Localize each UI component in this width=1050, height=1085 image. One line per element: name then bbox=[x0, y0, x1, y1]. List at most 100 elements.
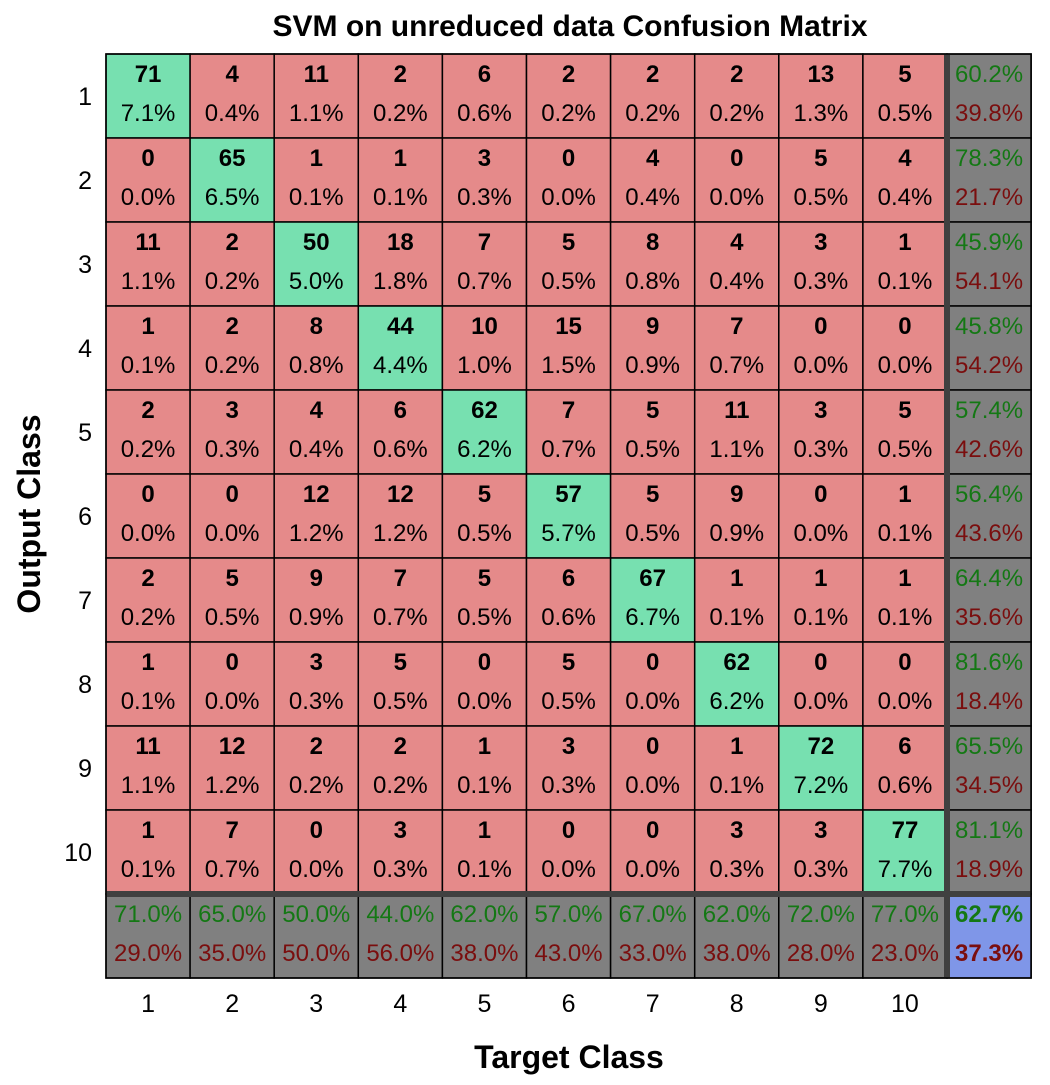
off-diagonal-cell bbox=[609, 305, 696, 391]
row-correct-percent: 78.3% bbox=[955, 145, 1023, 172]
x-tick-label: 5 bbox=[477, 990, 491, 1018]
col-correct-percent: 77.0% bbox=[871, 901, 939, 928]
cell-count: 8 bbox=[646, 229, 659, 256]
cell-count: 2 bbox=[141, 397, 154, 424]
cell-count: 4 bbox=[730, 229, 744, 256]
cell-count: 1 bbox=[898, 565, 911, 592]
cell-percent: 0.2% bbox=[373, 100, 428, 127]
row-wrong-percent: 18.4% bbox=[955, 688, 1023, 715]
off-diagonal-cell bbox=[525, 137, 612, 223]
off-diagonal-cell bbox=[273, 473, 360, 559]
cell-count: 0 bbox=[562, 817, 575, 844]
cell-count: 11 bbox=[724, 397, 749, 424]
cell-count: 7 bbox=[562, 397, 575, 424]
col-correct-percent: 65.0% bbox=[198, 901, 266, 928]
cell-count: 0 bbox=[310, 817, 323, 844]
cell-count: 0 bbox=[141, 481, 154, 508]
y-tick-label: 10 bbox=[64, 839, 92, 867]
cell-percent: 0.2% bbox=[373, 772, 428, 799]
col-summary-cell bbox=[525, 893, 612, 979]
cell-count: 0 bbox=[225, 649, 238, 676]
off-diagonal-cell bbox=[357, 809, 444, 895]
cell-count: 15 bbox=[555, 313, 582, 340]
total-correct-percent: 62.7% bbox=[955, 901, 1023, 928]
off-diagonal-cell bbox=[105, 557, 191, 643]
cell-percent: 0.1% bbox=[878, 520, 933, 547]
cell-count: 1 bbox=[730, 733, 743, 760]
cell-count: 3 bbox=[562, 733, 575, 760]
off-diagonal-cell bbox=[441, 641, 528, 727]
cell-percent: 1.0% bbox=[457, 352, 512, 379]
off-diagonal-cell bbox=[441, 221, 528, 307]
cell-count: 2 bbox=[225, 229, 238, 256]
off-diagonal-cell bbox=[778, 641, 864, 727]
cell-percent: 0.0% bbox=[878, 352, 933, 379]
cell-percent: 0.5% bbox=[457, 520, 512, 547]
cell-percent: 0.4% bbox=[289, 436, 344, 463]
cell-percent: 0.0% bbox=[625, 856, 680, 883]
cell-percent: 0.5% bbox=[878, 436, 933, 463]
cell-count: 0 bbox=[646, 817, 659, 844]
cell-percent: 1.1% bbox=[121, 772, 176, 799]
cell-count: 10 bbox=[471, 313, 498, 340]
diagonal-cell bbox=[189, 137, 275, 223]
off-diagonal-cell bbox=[189, 725, 275, 811]
cell-count: 6 bbox=[898, 733, 911, 760]
cell-count: 2 bbox=[646, 61, 659, 88]
cell-percent: 0.2% bbox=[709, 100, 764, 127]
cell-percent: 0.2% bbox=[205, 268, 260, 295]
col-wrong-percent: 56.0% bbox=[366, 940, 434, 967]
cell-percent: 0.1% bbox=[121, 856, 176, 883]
x-tick-label: 10 bbox=[891, 990, 919, 1018]
row-wrong-percent: 39.8% bbox=[955, 100, 1023, 127]
cell-percent: 0.5% bbox=[457, 604, 512, 631]
off-diagonal-cell bbox=[609, 389, 696, 475]
cell-percent: 0.3% bbox=[205, 436, 260, 463]
cell-count: 9 bbox=[646, 313, 659, 340]
cell-count: 1 bbox=[394, 145, 407, 172]
off-diagonal-cell bbox=[609, 641, 696, 727]
cell-percent: 0.9% bbox=[625, 352, 680, 379]
cell-count: 5 bbox=[814, 145, 827, 172]
off-diagonal-cell bbox=[105, 473, 191, 559]
y-tick-label: 7 bbox=[78, 587, 92, 615]
cell-count: 0 bbox=[478, 649, 491, 676]
col-correct-percent: 71.0% bbox=[114, 901, 182, 928]
cell-percent: 6.7% bbox=[625, 604, 680, 631]
row-correct-percent: 57.4% bbox=[955, 397, 1023, 424]
off-diagonal-cell bbox=[862, 137, 948, 223]
row-wrong-percent: 43.6% bbox=[955, 520, 1023, 547]
cell-count: 7 bbox=[478, 229, 491, 256]
cell-percent: 0.1% bbox=[709, 604, 764, 631]
cell-percent: 1.3% bbox=[793, 100, 848, 127]
cell-percent: 0.2% bbox=[625, 100, 680, 127]
col-wrong-percent: 43.0% bbox=[535, 940, 603, 967]
col-correct-percent: 62.0% bbox=[450, 901, 518, 928]
cell-percent: 0.5% bbox=[541, 268, 596, 295]
cell-percent: 0.8% bbox=[289, 352, 344, 379]
cell-percent: 0.0% bbox=[541, 184, 596, 211]
x-tick-label: 6 bbox=[562, 990, 576, 1018]
cell-count: 3 bbox=[814, 229, 827, 256]
cell-percent: 1.2% bbox=[289, 520, 344, 547]
cell-count: 3 bbox=[730, 817, 743, 844]
off-diagonal-cell bbox=[862, 557, 948, 643]
cell-count: 0 bbox=[141, 145, 154, 172]
off-diagonal-cell bbox=[609, 137, 696, 223]
cell-percent: 0.0% bbox=[625, 772, 680, 799]
off-diagonal-cell bbox=[105, 221, 191, 307]
cell-count: 71 bbox=[135, 61, 162, 88]
cell-percent: 6.2% bbox=[709, 688, 764, 715]
cell-percent: 1.1% bbox=[709, 436, 764, 463]
cell-count: 11 bbox=[135, 733, 160, 760]
row-correct-percent: 60.2% bbox=[955, 61, 1023, 88]
off-diagonal-cell bbox=[357, 137, 444, 223]
cell-percent: 0.0% bbox=[541, 856, 596, 883]
total-accuracy-cell bbox=[946, 893, 1032, 979]
cell-count: 12 bbox=[387, 481, 414, 508]
x-tick-label: 4 bbox=[393, 990, 407, 1018]
y-tick-label: 1 bbox=[78, 83, 92, 111]
cell-percent: 7.2% bbox=[793, 772, 848, 799]
cell-percent: 0.4% bbox=[709, 268, 764, 295]
